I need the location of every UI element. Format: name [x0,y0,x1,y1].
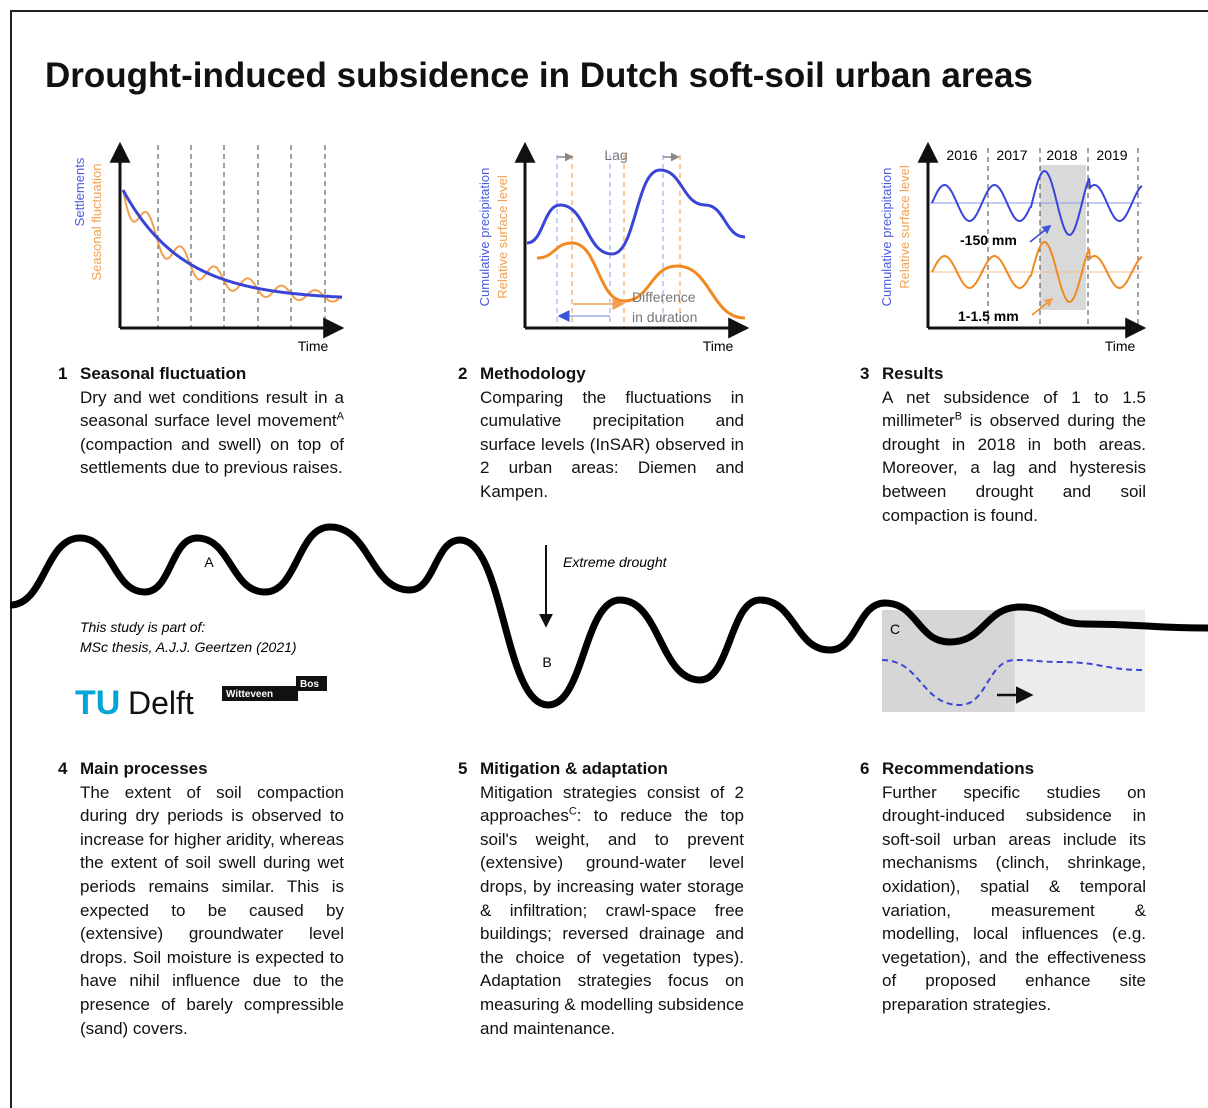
drought-band [1040,165,1086,310]
panel-number: 6 [860,759,870,778]
frame [10,10,1208,1108]
heading-text: Seasonal fluctuation [80,364,247,383]
panel-heading: 2 Methodology [458,362,744,386]
annotation: -150 mm [960,232,1017,248]
panel-body: A net subsidence of 1 to 1.5 millimeterB… [882,386,1146,528]
y-label: Settlements [72,157,87,226]
footnote-mark: B [954,410,963,423]
panel-number: 4 [58,759,68,778]
panel-heading: 4 Main processes [58,757,344,781]
precipitation-wave [931,170,1143,236]
settlement-curve [121,189,342,299]
groundwater-line [881,658,1146,707]
panel-number: 3 [860,364,870,383]
body-text: (compaction and swell) on top of settlem… [80,434,344,478]
year-label: 2019 [1096,147,1127,163]
logo-box [222,686,298,701]
y-label: Relative surface level [495,175,510,299]
note-arrow [1031,297,1054,316]
logo-bos: Bos [300,679,319,690]
panel-heading: 5 Mitigation & adaptation [458,757,744,781]
annotation: 1-1.5 mm [958,308,1019,324]
panel-heading: 3 Results [860,362,1146,386]
y-label: Relative surface level [897,165,912,289]
year-label: 2018 [1046,147,1077,163]
annotation: Extreme drought [563,554,668,570]
heading-text: Methodology [480,364,586,383]
footnote-mark: C [568,805,577,818]
gray-box [882,610,1015,712]
wave-label: B [542,654,551,670]
heading-text: Main processes [80,759,208,778]
y-label: Cumulative precipitation [879,168,894,307]
panel-number: 1 [58,364,68,383]
body-text: Dry and wet conditions result in a seaso… [80,387,344,431]
heading-text: Mitigation & adaptation [480,759,668,778]
annotation: in duration [632,309,697,325]
panel-body: Mitigation strategies consist of 2 appro… [480,781,744,1041]
logo-tu: TU [75,684,120,722]
precipitation-curve [526,168,746,256]
panel-body: Further specific studies on drought-indu… [882,782,1146,1014]
credit: This study is part of: [80,619,205,635]
title: Drought-induced subsidence in Dutch soft… [45,56,1033,95]
body-text: Mitigation strategies consist of 2 appro… [480,782,744,826]
note-arrow [1029,224,1052,243]
panel-number: 5 [458,759,468,778]
seasonal-curve [122,189,343,303]
surface-curve [536,241,746,320]
logo-box [296,676,327,691]
heading-text: Recommendations [882,759,1035,778]
heading-text: Results [882,364,944,383]
panel: 4 Main processes The extent of soil compa… [58,757,344,1040]
x-label: Time [1105,338,1136,354]
panel: 5 Mitigation & adaptation Mitigation stra… [458,757,744,1040]
annotation: Lag [604,147,627,163]
panel-heading: 6 Recommendations [860,757,1146,781]
wave-label: A [204,554,214,570]
panel-heading: 1 Seasonal fluctuation [58,362,344,386]
surface-wave [931,241,1143,303]
panel: 6 Recommendations Further specific studie… [860,757,1146,1017]
drawings [9,141,1208,712]
x-label: Time [298,338,329,354]
panel-body: The extent of soil compaction during dry… [80,782,344,1038]
year-label: 2016 [946,147,977,163]
y-label: Seasonal fluctuation [89,163,104,280]
annotation: Difference [632,289,696,305]
body-text: A net subsidence of 1 to 1.5 millimeter [882,387,1146,431]
panel-body: Dry and wet conditions result in a seaso… [80,386,344,480]
panel: 3 Results A net subsidence of 1 to 1.5 mi… [860,362,1146,527]
panel-number: 2 [458,364,468,383]
wave-label: C [890,621,900,637]
x-label: Time [703,338,734,354]
year-label: 2017 [996,147,1027,163]
soil-wave [9,523,1208,709]
credit: MSc thesis, A.J.J. Geertzen (2021) [80,639,297,655]
body-text: : to reduce the top soil's weight, and t… [480,806,744,1038]
panel: 1 Seasonal fluctuation Dry and wet condit… [58,362,344,480]
logo-witteveen: Witteveen [226,689,273,700]
y-label: Cumulative precipitation [477,168,492,307]
body-text: is observed during the drought in 2018 i… [882,411,1146,525]
panel-body: Comparing the fluctuations in cumulative… [480,387,744,501]
logo-delft: Delft [128,685,194,721]
panel: 2 Methodology Comparing the fluctuations … [458,362,744,504]
footnote-mark: A [336,410,344,423]
